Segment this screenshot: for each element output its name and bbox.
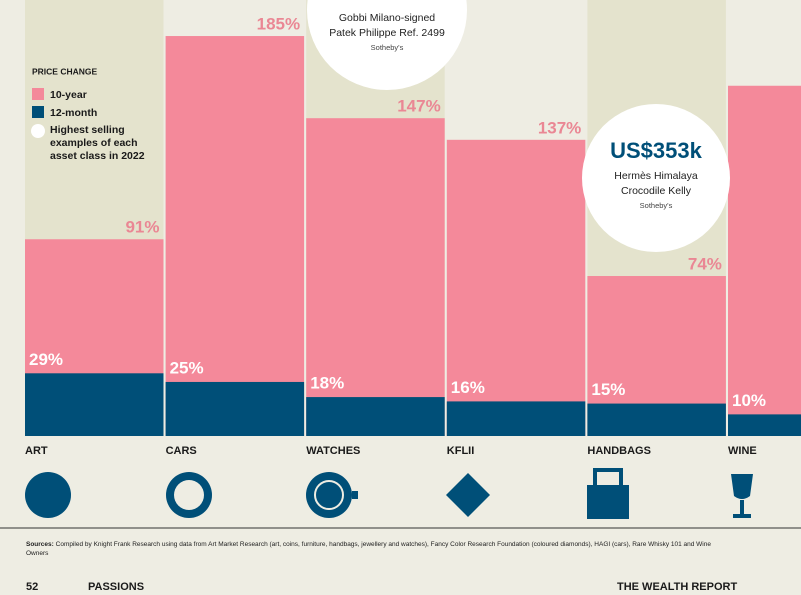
annotation-circle [307, 0, 467, 90]
value-label: 29% [29, 350, 63, 369]
publication: THE WEALTH REPORT [617, 581, 737, 593]
bar [25, 373, 164, 436]
kflii-icon [446, 473, 490, 517]
sources-label: Sources: [26, 541, 54, 548]
handbag-icon-handle [593, 468, 623, 485]
cars-icon-wheel [174, 480, 204, 510]
annotation-headline: US$353k [610, 138, 703, 163]
annotations: Gobbi Milano-signed Patek Philippe Ref. 2… [307, 0, 730, 252]
bar [446, 401, 586, 436]
value-label: 185% [257, 15, 300, 34]
wine-icon [731, 474, 753, 518]
bars [25, 36, 801, 437]
value-label: 16% [451, 378, 485, 397]
annotation-text: Gobbi Milano-signed [339, 12, 435, 24]
watch-icon-crown [352, 491, 358, 499]
bar [446, 139, 586, 436]
art-icon [25, 472, 71, 518]
bar [728, 414, 801, 436]
legend-circle [31, 124, 45, 138]
category-label: WATCHES [306, 445, 360, 457]
category-label: WINE [728, 445, 757, 457]
value-label: 74% [688, 254, 722, 273]
value-label: 137% [538, 118, 581, 137]
handbag-icon [587, 485, 629, 519]
value-label: 25% [170, 358, 204, 377]
value-label: 18% [310, 374, 344, 393]
annotation-text: Crocodile Kelly [621, 185, 692, 197]
bar [165, 36, 305, 436]
category-label: HANDBAGS [587, 445, 651, 457]
sources-text: Compiled by Knight Frank Research using … [26, 541, 711, 557]
bar [587, 403, 726, 436]
icons [25, 468, 753, 519]
category-label: CARS [166, 445, 197, 457]
legend-swatch [32, 88, 44, 100]
value-label: 91% [125, 218, 159, 237]
annotation-text: Patek Philippe Ref. 2499 [329, 27, 445, 39]
legend-label: 10-year [50, 89, 87, 101]
bar [165, 381, 305, 436]
bar [306, 397, 445, 436]
category-label: KFLII [447, 445, 475, 457]
watch-icon [306, 472, 352, 518]
legend-label: 12-month [50, 107, 97, 119]
annotation-text: Hermès Himalaya [614, 170, 698, 182]
legend-note: Highest selling examples of each asset c… [50, 124, 145, 162]
value-label: 15% [591, 380, 625, 399]
annotation-source: Sotheby's [640, 201, 673, 210]
sources: Sources: Compiled by Knight Frank Resear… [26, 540, 726, 558]
value-label: 10% [732, 391, 766, 410]
bar [728, 85, 801, 437]
value-label: 147% [397, 97, 440, 116]
watch-icon-face [314, 480, 344, 510]
page-number: 52 [26, 581, 38, 593]
annotation-circle [582, 104, 730, 252]
bar [306, 118, 445, 436]
legend-swatch [32, 106, 44, 118]
category-label: ART [25, 445, 48, 457]
section: PASSIONS [88, 581, 144, 593]
annotation-source: Sotheby's [371, 43, 404, 52]
legend-title: PRICE CHANGE [32, 66, 98, 76]
